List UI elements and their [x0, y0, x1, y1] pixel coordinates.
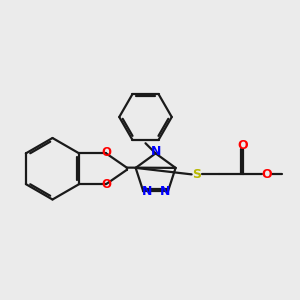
Text: O: O: [262, 168, 272, 181]
Text: S: S: [192, 168, 201, 181]
Text: O: O: [238, 139, 248, 152]
Text: N: N: [150, 146, 161, 158]
Text: O: O: [101, 146, 111, 160]
Text: O: O: [101, 178, 111, 191]
Text: N: N: [159, 185, 170, 198]
Text: N: N: [142, 185, 152, 198]
